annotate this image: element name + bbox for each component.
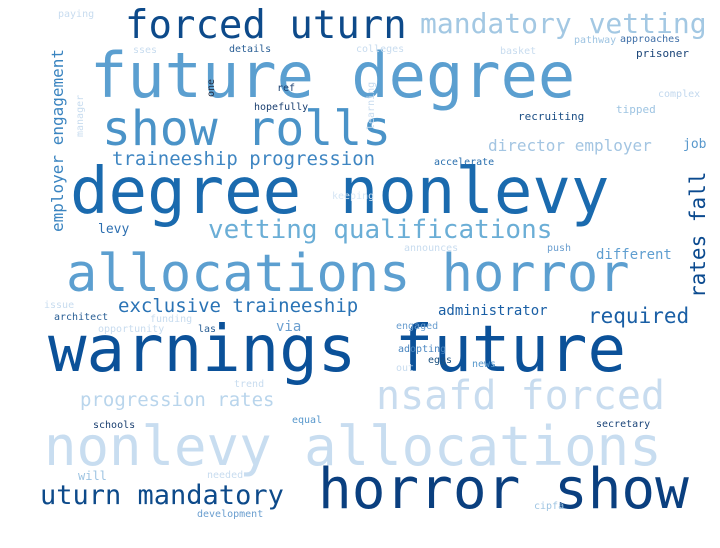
word: funding [150, 314, 193, 325]
word: trend [234, 379, 265, 390]
word: pathway [574, 35, 617, 46]
word: out [396, 363, 415, 374]
word: prisoner [636, 47, 689, 60]
word: cipfa [534, 501, 565, 512]
word: employer engagement [48, 48, 67, 232]
word: architect [54, 312, 109, 323]
word: one [206, 78, 217, 97]
word: ref [277, 83, 296, 94]
word: needed [207, 470, 244, 481]
word: nsafd forced [376, 373, 665, 419]
word: mandatory vetting [420, 7, 707, 40]
word: basket [500, 46, 537, 57]
word: learning [366, 81, 377, 130]
word: sses [133, 45, 158, 56]
word: forced uturn [125, 3, 407, 48]
word: progression rates [80, 389, 275, 411]
word: show rolls [102, 101, 391, 157]
word: news [472, 359, 497, 370]
word: future degree [90, 39, 576, 112]
word: administrator [438, 303, 548, 319]
word: details [229, 44, 272, 55]
word: horror show [318, 457, 689, 522]
word: job [683, 137, 707, 152]
word: exclusive traineeship [118, 295, 359, 317]
word: push [547, 243, 572, 254]
word: rates fall [686, 171, 710, 298]
word: las [198, 324, 217, 335]
word: allocations horror [66, 244, 630, 304]
word: different [596, 247, 672, 263]
word: development [197, 509, 264, 520]
word: hopefully [254, 102, 309, 113]
word: director employer [488, 136, 652, 155]
word: paying [58, 9, 95, 20]
word: uturn mandatory [40, 480, 284, 511]
word: adopting [398, 344, 447, 355]
word: issue [44, 300, 75, 311]
word: opportunity [98, 324, 165, 335]
word: via [276, 319, 302, 335]
word: keeping [332, 191, 375, 202]
word: equal [292, 415, 323, 426]
word: degree nonlevy [70, 155, 610, 229]
word: required [588, 304, 690, 328]
word: engaged [396, 321, 439, 332]
word: approaches [620, 34, 681, 45]
word: will [78, 469, 107, 483]
word: eggs [428, 355, 453, 366]
word: colleges [356, 44, 405, 55]
word: manager [75, 94, 86, 137]
word: complex [658, 89, 701, 100]
word: traineeship progression [112, 148, 376, 170]
word: schools [93, 420, 136, 431]
word: vetting qualifications [208, 215, 553, 245]
word: announces [404, 243, 459, 254]
word: tipped [616, 103, 656, 116]
word: levy [98, 222, 130, 237]
word: secretary [596, 419, 651, 430]
word: warnings future [48, 313, 626, 387]
word: accelerate [434, 157, 495, 168]
word: nonlevy allocations [44, 415, 662, 478]
word: recruiting [518, 110, 585, 123]
